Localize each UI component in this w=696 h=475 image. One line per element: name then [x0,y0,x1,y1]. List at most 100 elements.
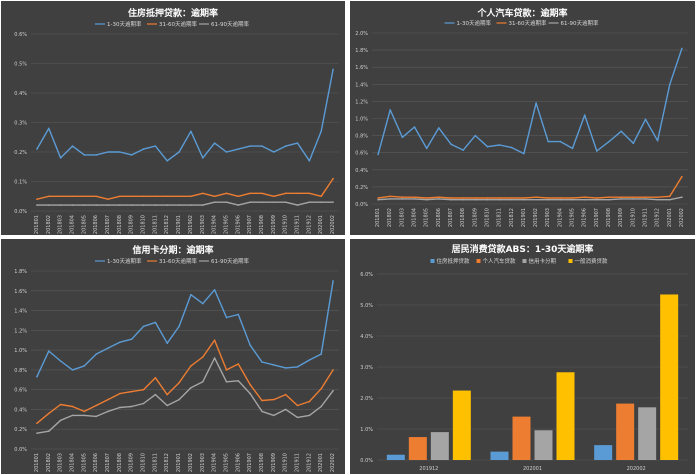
data-point [95,204,97,206]
chart-title: 住房抵押贷款：逾期率 [128,7,218,19]
data-point [523,198,525,201]
x-tick-label: 201908 [259,453,265,472]
x-tick-label: 201810 [141,215,147,234]
data-point [320,195,323,198]
series-line-1 [36,178,334,200]
y-tick-label: 0.2% [14,150,27,156]
x-tick-label: 201812 [164,215,170,234]
legend-entry: 一般消费贷款 [575,257,609,265]
y-tick-label: 2.0% [360,396,373,402]
y-tick-label: 0.0% [14,447,27,453]
data-point [583,198,586,201]
data-point [273,398,275,401]
data-point [535,198,537,201]
data-point [547,140,550,143]
y-tick-label: 0.6% [355,151,368,157]
x-tick-label: 201804 [412,208,418,227]
data-point [190,386,192,389]
data-point [142,325,145,328]
data-point [119,151,121,153]
data-point [107,410,109,413]
data-point [36,198,38,200]
x-tick-label: 201812 [164,453,170,472]
data-point [237,204,240,206]
data-point [225,316,228,319]
x-tick-label: 202001 [523,466,542,472]
data-point [308,414,311,417]
data-point [296,404,299,407]
y-tick-label: 1.6% [355,65,368,71]
data-point [166,160,169,162]
y-tick-label: 0.2% [14,427,27,433]
data-point [273,414,275,417]
auto-loan-delinquency-line-chart: 个人汽车贷款：逾期率 0.0% 0.2% 0.4% 0.6% 0.8% 1.0% 1.2% 1.… [355,7,688,227]
data-point [47,430,50,432]
legend-entry: 个人汽车贷款 [483,257,517,265]
y-tick-label: 0.2% [355,185,368,191]
data-point [201,356,204,358]
data-point [237,363,240,365]
data-point [462,149,464,151]
data-point [681,175,683,178]
data-point [225,380,228,383]
x-tick-label: 201809 [472,208,478,227]
x-tick-label: 202001 [318,453,324,472]
x-tick-label: 201803 [58,215,64,234]
x-tick-label: 201911 [295,453,301,472]
data-point [59,419,62,422]
data-point [107,398,109,401]
data-point [462,197,464,199]
data-point [213,142,216,144]
data-point [535,102,537,104]
data-point [261,192,263,195]
data-point [225,192,228,195]
data-point [130,154,133,156]
data-point [332,177,334,180]
data-point [450,143,452,145]
x-tick-label: 201906 [235,453,241,472]
x-tick-label: 201801 [375,208,381,227]
data-point [308,400,311,403]
data-point [36,376,38,378]
data-point [668,195,671,198]
y-tick-label: 0.8% [355,134,368,140]
data-point [95,195,97,198]
data-point [190,195,192,198]
data-point [308,359,311,361]
data-point [474,134,477,137]
data-point [83,365,86,367]
bar [490,451,509,460]
data-point [237,195,240,198]
data-point [632,196,635,198]
x-tick-label: 201811 [152,215,158,234]
x-tick-label: 201912 [306,215,312,234]
data-point [474,197,477,199]
series-line-0 [36,280,334,378]
x-tick-label: 201909 [271,453,277,472]
chart-panel-auto-loan: 个人汽车贷款：逾期率 0.0% 0.2% 0.4% 0.6% 0.8% 1.0% 1.2% 1.… [350,1,695,235]
x-tick-label: 201906 [235,215,241,234]
abs-delinquency-bar-chart: 居民消费贷款ABS：1-30天逾期率 0.0% 1.0% 2.0% 3.0% 4.0% 5.… [360,243,688,472]
data-point [83,204,86,206]
data-point [486,145,489,148]
data-point [401,196,404,198]
data-point [249,145,251,147]
data-point [166,342,169,344]
data-point [413,126,416,128]
data-point [154,377,157,379]
data-point [237,379,240,382]
data-point [668,83,671,86]
data-point [59,204,62,206]
legend-entry: 1-30天逾期率 [107,257,142,265]
x-tick-label: 201903 [545,208,551,227]
y-tick-label: 0.4% [355,168,368,174]
x-tick-label: 201806 [93,215,99,234]
data-point [142,148,145,150]
data-point [95,353,97,355]
data-point [523,197,525,199]
data-point [377,197,379,199]
data-point [107,198,109,200]
data-point [36,432,38,434]
data-point [154,145,157,147]
data-point [83,154,86,156]
